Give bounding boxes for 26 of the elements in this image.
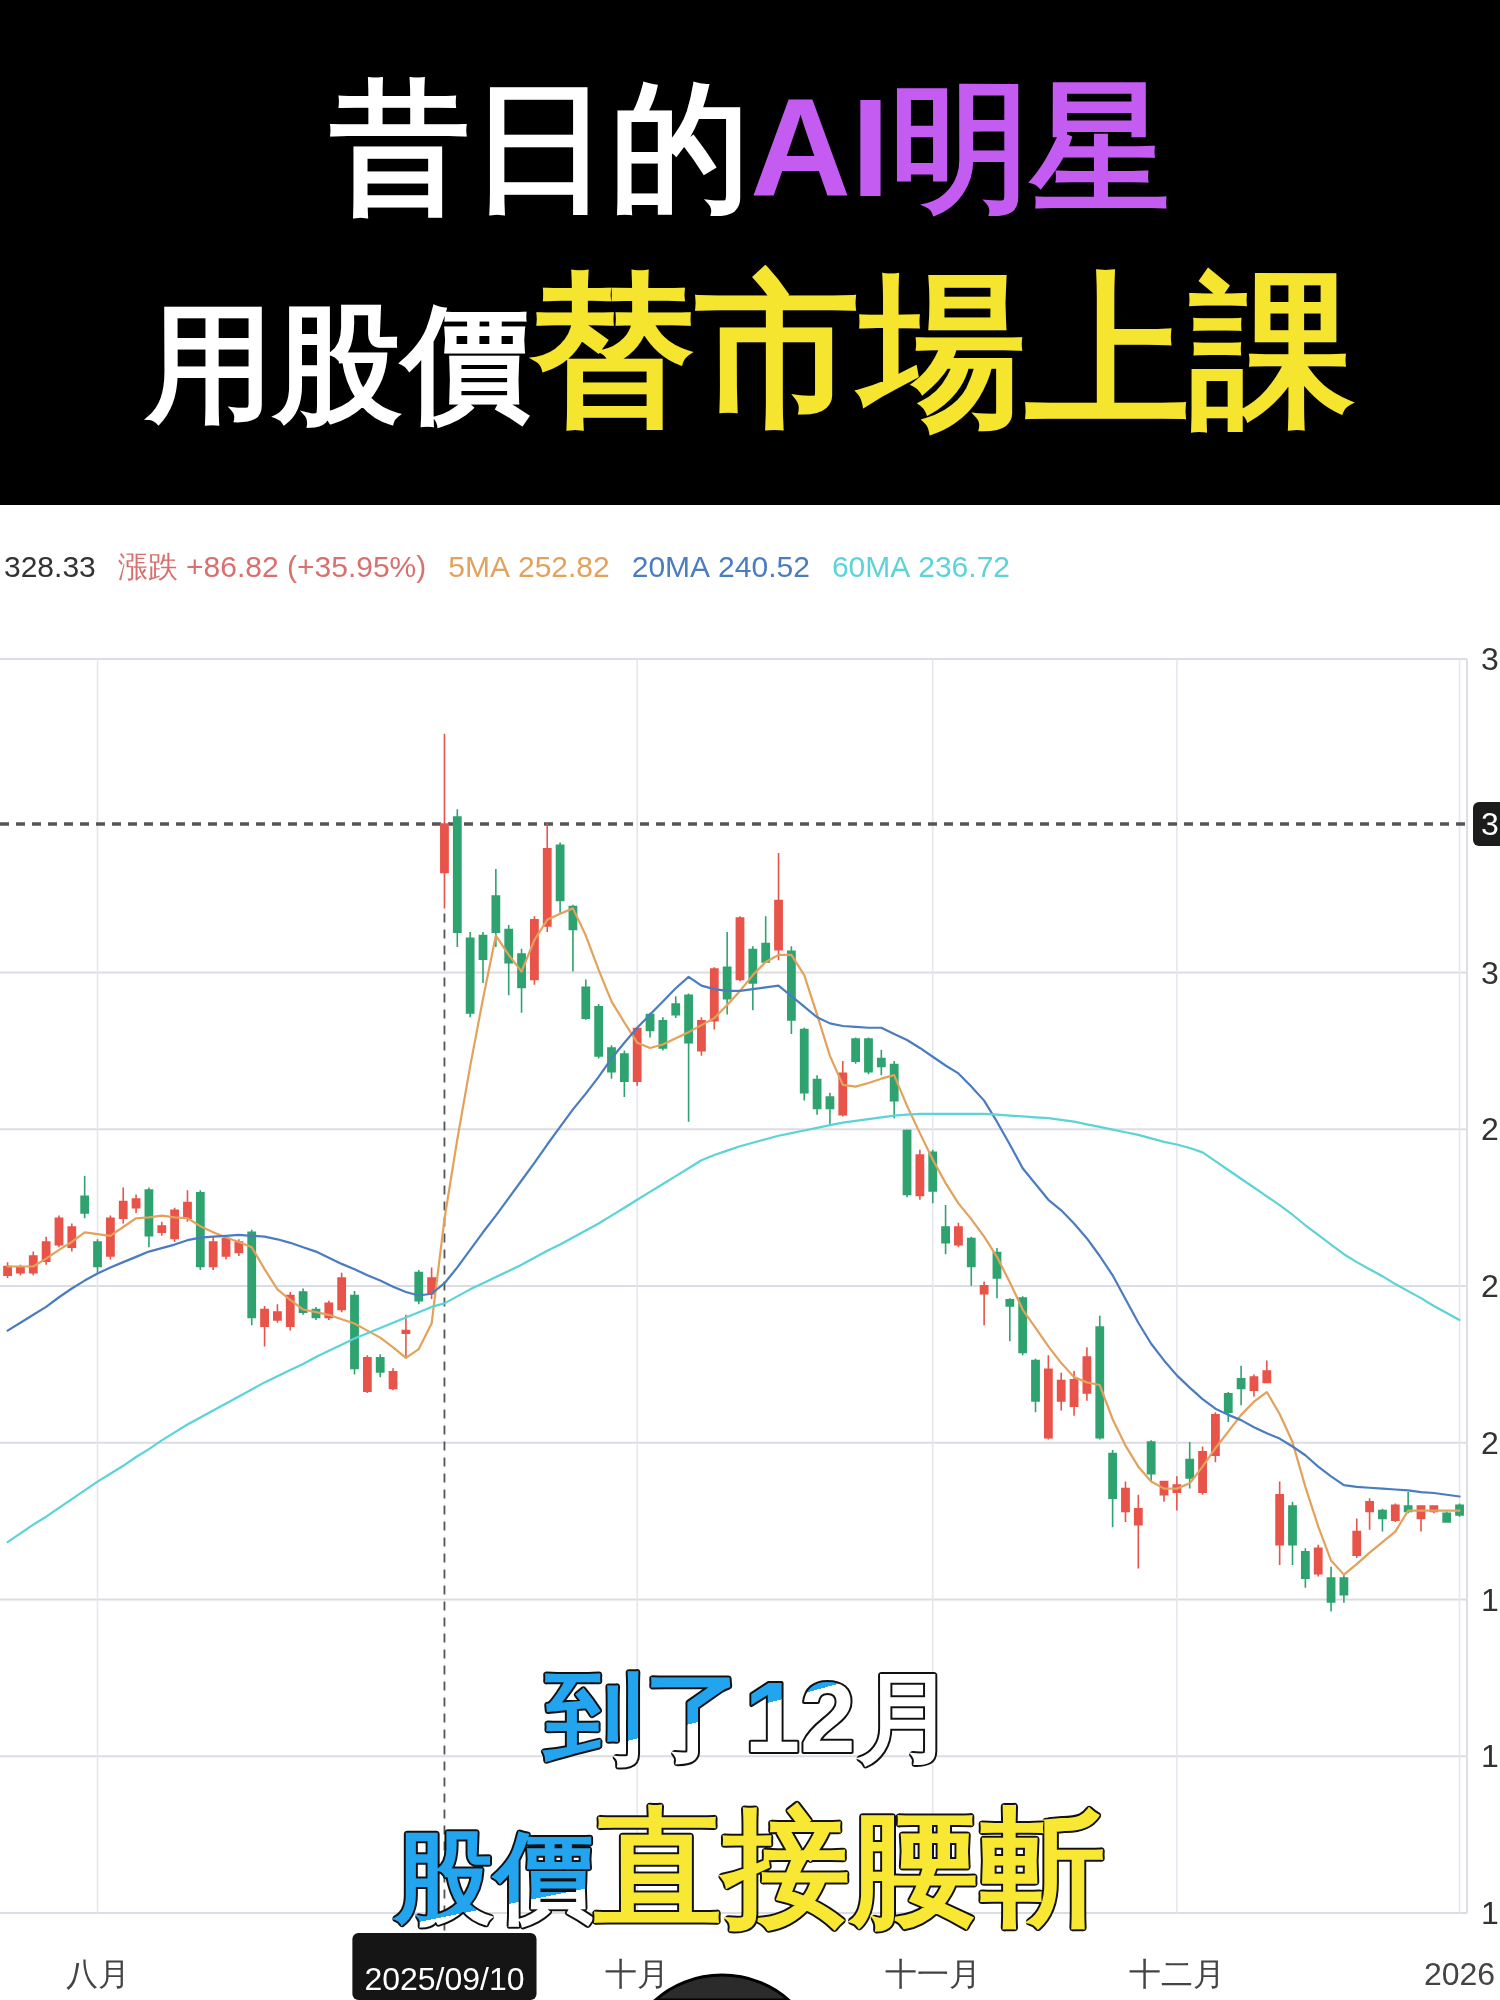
annotation: 2 — [1481, 1111, 1499, 1148]
annotation: 1 — [1481, 1895, 1499, 1931]
ref-date-box: 2025/09/10 — [352, 1933, 537, 2000]
tick-label: 十二月 — [1128, 1956, 1225, 1992]
annotation: 1 — [1481, 1581, 1499, 1618]
annotation: 236.72 — [918, 550, 1010, 583]
legend-label: 20MA — [631, 550, 711, 583]
annotation: 3 — [1481, 641, 1499, 677]
tick-label: 十一月 — [884, 1956, 981, 1992]
annotation: 328.33 — [4, 550, 96, 583]
subtitle: 用股價替市場上課 — [145, 259, 1355, 443]
legend-label: 5MA — [448, 550, 510, 583]
annotation: 2 — [1481, 1268, 1499, 1304]
legend-label: 60MA — [831, 550, 911, 583]
tick-label: 2026 — [1423, 1956, 1496, 1992]
annotation: 240.52 — [718, 550, 810, 583]
annotation: 3 — [1473, 802, 1500, 847]
tick-label: 十月 — [605, 1956, 670, 1992]
annotation: 漲跌 +86.82 (+35.95%) — [117, 550, 427, 583]
title: 昔日的AI明星 — [330, 69, 1170, 226]
annotation: 3 — [1481, 954, 1499, 991]
x-tick-label: 2025/09/10 — [364, 1961, 525, 1997]
annotation: 252.82 — [517, 550, 610, 583]
annotation: 1 — [1481, 1738, 1499, 1775]
tick-label: 八月 — [65, 1956, 130, 1992]
annotation: 2 — [1481, 1424, 1499, 1461]
